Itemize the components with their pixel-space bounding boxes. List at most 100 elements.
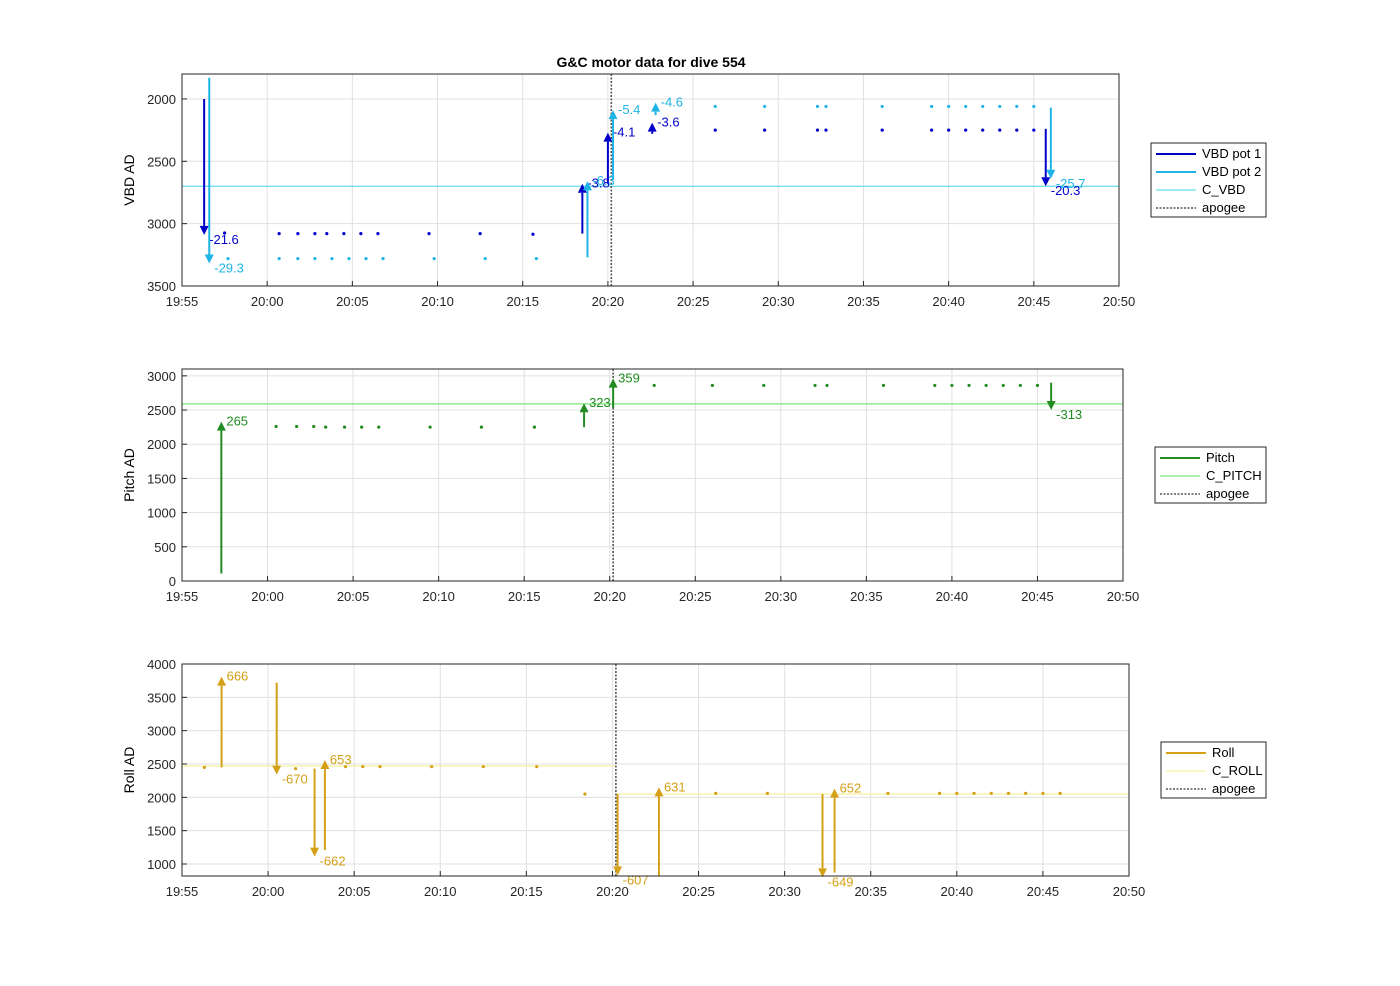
data-point (381, 256, 385, 261)
x-tick-label: 20:05 (336, 294, 369, 309)
data-point (824, 128, 828, 132)
data-point (222, 231, 227, 235)
y-tick-label: 1000 (147, 506, 176, 521)
x-tick-label: 20:45 (1027, 884, 1060, 899)
data-point (652, 383, 656, 388)
data-point (342, 232, 346, 236)
axes-box (181, 368, 1124, 582)
data-point (967, 383, 971, 388)
data-point (981, 128, 985, 132)
data-point (535, 765, 539, 769)
data-point (964, 104, 968, 109)
data-point (1015, 128, 1019, 132)
y-tick-label: 1500 (147, 471, 176, 486)
y-tick-label: 2500 (147, 154, 176, 169)
move-arrowhead (613, 866, 623, 876)
data-point (998, 128, 1002, 132)
move-label: 265 (226, 414, 248, 429)
x-tick-label: 20:10 (424, 884, 457, 899)
data-point (377, 425, 381, 429)
data-point (984, 383, 988, 388)
y-tick-label: 1000 (147, 857, 176, 872)
y-tick-label: 3500 (147, 279, 176, 294)
data-point (886, 791, 890, 795)
data-point (277, 256, 281, 261)
move-arrowhead (1041, 177, 1051, 187)
data-point (294, 767, 298, 771)
data-point (1041, 791, 1045, 795)
data-point (762, 383, 766, 388)
x-tick-label: 20:15 (508, 589, 541, 604)
data-point (880, 104, 884, 109)
x-tick-label: 20:20 (592, 294, 625, 309)
data-point (813, 383, 817, 388)
y-axis-label: Roll AD (121, 747, 137, 794)
move-arrowhead (654, 787, 664, 797)
data-point (430, 765, 434, 769)
move-label: 631 (664, 779, 686, 794)
move-arrowhead (199, 225, 209, 235)
move-label: -6.3 (592, 173, 614, 188)
plot-area (182, 369, 1123, 581)
data-point (815, 128, 820, 132)
x-tick-label: 19:55 (166, 294, 199, 309)
x-tick-label: 20:35 (854, 884, 887, 899)
data-point (824, 104, 828, 109)
data-point (930, 128, 934, 132)
legend-box (1150, 142, 1267, 218)
data-point (360, 425, 364, 429)
data-point (947, 128, 951, 132)
axes-box (181, 73, 1120, 287)
data-point (347, 256, 351, 261)
y-tick-label: 2000 (147, 92, 176, 107)
data-point (364, 256, 368, 261)
move-arrowhead (579, 403, 589, 413)
data-point (481, 765, 485, 769)
data-point (343, 765, 348, 769)
data-point (763, 104, 767, 109)
move-arrowhead (1046, 401, 1056, 411)
data-point (313, 256, 317, 261)
x-tick-label: 20:10 (421, 294, 454, 309)
legend-label: Roll (1212, 745, 1235, 760)
x-tick-label: 20:30 (765, 589, 798, 604)
data-point (277, 232, 281, 236)
data-point (313, 232, 317, 236)
move-label: -313 (1056, 407, 1082, 422)
x-tick-label: 20:00 (251, 294, 284, 309)
legend-label: apogee (1212, 781, 1255, 796)
x-tick-label: 20:35 (850, 589, 883, 604)
x-tick-label: 20:20 (596, 884, 629, 899)
data-point (342, 425, 347, 429)
move-arrowhead (216, 421, 226, 431)
move-arrowhead (651, 102, 661, 112)
x-tick-label: 19:55 (166, 589, 199, 604)
data-point (330, 256, 334, 261)
panel-2: 265 323 359 -313 19:55 20:00 20:05 20:10 20:15 20… (121, 368, 1267, 604)
move-label: 666 (227, 669, 249, 684)
data-point (972, 791, 976, 795)
y-axis-label: Pitch AD (121, 448, 137, 502)
move-label: -25.7 (1056, 176, 1086, 191)
x-tick-label: 20:25 (679, 589, 712, 604)
data-point (1006, 791, 1011, 795)
move-arrowhead (818, 868, 828, 878)
data-point (955, 791, 959, 795)
data-point (531, 232, 535, 236)
move-arrowhead (608, 378, 618, 388)
x-tick-label: 20:15 (510, 884, 543, 899)
legend-label: VBD pot 1 (1202, 146, 1261, 161)
data-point (1032, 128, 1036, 132)
plot-area (182, 74, 1119, 286)
data-point (881, 383, 886, 388)
y-tick-label: 3500 (147, 690, 176, 705)
y-tick-label: 0 (169, 574, 176, 589)
data-point (295, 424, 299, 429)
y-tick-label: 4000 (147, 657, 176, 672)
data-point (765, 791, 770, 795)
legend-label: Pitch (1206, 450, 1235, 465)
y-tick-label: 500 (154, 540, 176, 555)
panel-1: -21.6 -29.3 -3.8-6.3 -4.1 -5.4 -3.6 -4.6 -20.3-… (121, 73, 1267, 309)
x-tick-label: 20:05 (337, 589, 370, 604)
